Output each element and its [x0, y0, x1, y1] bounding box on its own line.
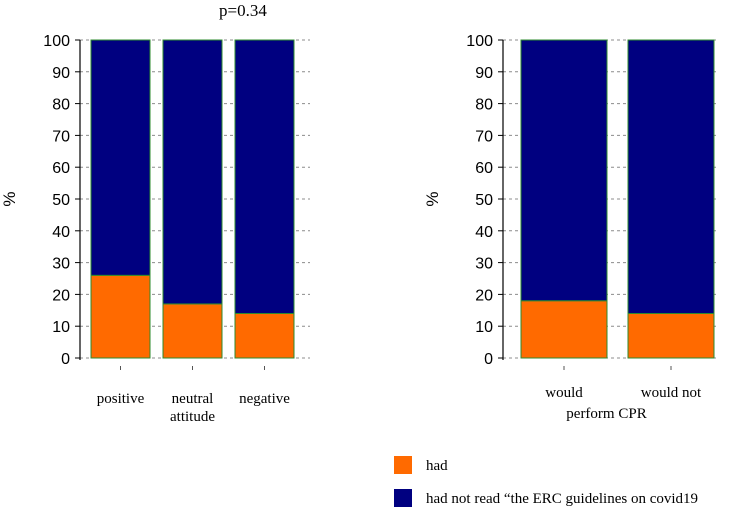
y-tick-label: 40: [475, 224, 493, 241]
y-tick-label: 90: [475, 65, 493, 82]
y-tick-label: 70: [475, 128, 493, 145]
y-tick-label: 90: [52, 65, 70, 82]
y-tick-label: 20: [52, 287, 70, 304]
bar-segment-had-not-read-2: [162, 39, 223, 305]
legend-label-had: had: [426, 458, 448, 474]
y-tick-label: 60: [475, 160, 493, 177]
y-axis-label: %: [423, 191, 442, 206]
y-tick-label: 10: [52, 319, 70, 336]
y-tick-label: 30: [475, 256, 493, 273]
bar-segment-had-not-read-1: [520, 39, 608, 302]
category-label: negative: [239, 391, 290, 407]
y-tick-label: 30: [52, 256, 70, 273]
category-label: would not: [641, 385, 702, 401]
category-label: neutral attitude: [170, 391, 215, 425]
y-tick-label: 60: [52, 160, 70, 177]
bar-segment-had-not-read-2: [627, 39, 715, 314]
y-tick-label: 50: [475, 192, 493, 209]
legend: had had not read “the ERC guidelines on …: [394, 456, 698, 507]
legend-swatch-had-not-read: [394, 489, 412, 507]
bar-segment-had-2: [627, 312, 715, 359]
bar-segment-had-1: [90, 274, 151, 359]
y-tick-label: 80: [52, 97, 70, 114]
category-label: would: [545, 385, 583, 401]
y-tick-label: 100: [466, 33, 493, 50]
bar-segment-had-not-read-1: [90, 39, 151, 276]
y-tick-label: 40: [52, 224, 70, 241]
y-tick-label: 100: [43, 33, 70, 50]
bar-segment-had-2: [162, 303, 223, 359]
y-tick-label: 70: [52, 128, 70, 145]
legend-swatch-had: [394, 456, 412, 474]
bar-segment-had-3: [234, 312, 295, 359]
bar-segment-had-1: [520, 300, 608, 359]
y-tick-label: 0: [61, 351, 70, 368]
y-tick-label: 50: [52, 192, 70, 209]
bar-segment-had-not-read-3: [234, 39, 295, 314]
chart-panel-2: 0 10 20 30 40 50 60 70 80 90 100% would would not per…: [423, 33, 718, 422]
y-tick-label: 10: [475, 319, 493, 336]
y-tick-label: 20: [475, 287, 493, 304]
group-label: perform CPR: [566, 406, 646, 422]
legend-label-had-not-read: had not read “the ERC guidelines on covi…: [426, 491, 698, 507]
y-axis-label: %: [0, 191, 19, 206]
category-label: positive: [97, 391, 145, 407]
y-tick-label: 0: [484, 351, 493, 368]
chart-panel-1: 0 10 20 30 40 50 60 70 80 90 100% positive neutral at…: [0, 1, 310, 425]
y-tick-label: 80: [475, 97, 493, 114]
p-value-annotation: p=0.34: [219, 1, 267, 20]
